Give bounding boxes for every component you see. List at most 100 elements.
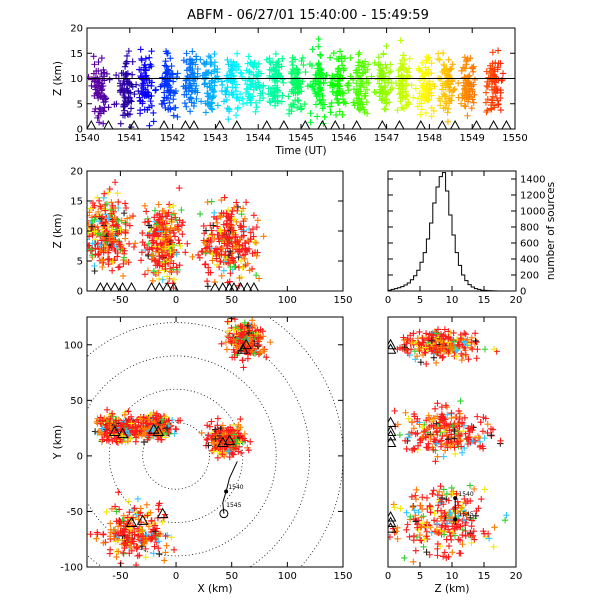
- source-mark: [125, 415, 133, 423]
- source-mark: [220, 98, 228, 105]
- source-mark: [163, 542, 170, 549]
- histogram-bar: [414, 276, 417, 291]
- source-mark: [446, 96, 454, 104]
- source-mark: [442, 402, 450, 409]
- source-mark: [143, 501, 151, 509]
- source-mark: [485, 535, 493, 542]
- source-mark: [396, 65, 404, 73]
- source-mark: [239, 242, 246, 250]
- source-mark: [314, 65, 321, 72]
- source-mark: [491, 524, 498, 531]
- source-mark: [416, 328, 423, 336]
- source-mark: [126, 509, 133, 516]
- source-mark: [103, 200, 111, 208]
- y-axis-label: Y (km): [52, 425, 64, 460]
- source-mark: [380, 51, 387, 58]
- source-mark: [434, 520, 441, 528]
- source-mark: [144, 267, 152, 274]
- source-mark: [385, 89, 392, 96]
- station-marker: [415, 119, 426, 129]
- source-mark: [402, 409, 409, 416]
- source-mark: [219, 245, 226, 252]
- source-mark: [467, 81, 475, 88]
- x-tick-label: 1540: [74, 133, 99, 144]
- source-mark: [440, 517, 448, 525]
- source-mark: [383, 42, 390, 50]
- source-mark: [403, 509, 410, 516]
- source-mark: [238, 233, 245, 241]
- source-mark: [111, 257, 118, 264]
- source-mark: [292, 90, 299, 97]
- source-mark: [326, 103, 334, 110]
- source-mark: [398, 71, 405, 79]
- histogram-bar: [455, 253, 458, 291]
- source-mark: [125, 416, 132, 424]
- source-mark: [359, 70, 366, 77]
- source-mark: [155, 502, 162, 509]
- source-mark: [288, 88, 295, 95]
- source-mark: [130, 243, 138, 251]
- range-ring: [142, 422, 210, 490]
- source-mark: [137, 74, 145, 81]
- source-mark: [456, 536, 464, 544]
- source-mark: [470, 527, 478, 535]
- source-mark: [385, 76, 393, 83]
- source-mark: [416, 439, 424, 446]
- source-mark: [189, 253, 196, 261]
- source-mark: [202, 227, 210, 234]
- source-mark: [91, 267, 98, 275]
- source-mark: [221, 87, 229, 95]
- source-mark: [163, 68, 171, 76]
- source-mark: [309, 46, 316, 53]
- source-mark: [453, 490, 460, 498]
- y-tick-label: 100: [64, 340, 83, 351]
- station-marker: [450, 119, 461, 129]
- source-mark: [101, 104, 108, 111]
- source-mark: [434, 349, 441, 356]
- source-mark: [267, 338, 274, 346]
- source-mark: [224, 213, 232, 221]
- x-tick-label: 10: [446, 295, 459, 306]
- x-tick-label: 0: [385, 571, 391, 582]
- source-mark: [123, 534, 131, 542]
- source-mark: [148, 102, 156, 110]
- source-mark: [418, 433, 426, 441]
- source-mark: [376, 89, 383, 97]
- source-mark: [134, 552, 141, 560]
- source-mark: [462, 499, 470, 507]
- source-mark: [461, 330, 468, 337]
- source-mark: [401, 437, 409, 444]
- source-mark: [443, 420, 450, 428]
- station-marker: [351, 119, 362, 129]
- source-mark: [432, 359, 440, 367]
- plot-area: [87, 179, 267, 291]
- source-mark: [155, 538, 163, 545]
- source-mark: [491, 79, 498, 86]
- source-mark: [211, 50, 218, 58]
- histogram-bar: [430, 223, 433, 291]
- source-mark: [408, 81, 415, 89]
- source-mark: [168, 62, 175, 70]
- source-mark: [456, 415, 463, 423]
- source-mark: [112, 71, 120, 79]
- source-mark: [162, 70, 169, 77]
- source-mark: [429, 343, 437, 350]
- station-marker: [156, 507, 169, 519]
- source-mark: [446, 516, 453, 524]
- source-mark: [379, 87, 387, 94]
- source-mark: [312, 101, 320, 108]
- source-mark: [455, 510, 462, 517]
- source-mark: [180, 57, 188, 64]
- x-axis-label: Time (UT): [274, 145, 326, 157]
- source-mark: [134, 495, 142, 503]
- station-marker: [488, 119, 499, 129]
- source-mark: [267, 99, 274, 106]
- source-mark: [457, 100, 465, 107]
- y-tick-label: 15: [70, 197, 83, 208]
- source-mark: [445, 95, 453, 102]
- source-mark: [132, 428, 140, 435]
- source-mark: [193, 56, 200, 63]
- source-mark: [315, 35, 322, 43]
- track-point: [453, 496, 458, 501]
- source-mark: [167, 55, 174, 62]
